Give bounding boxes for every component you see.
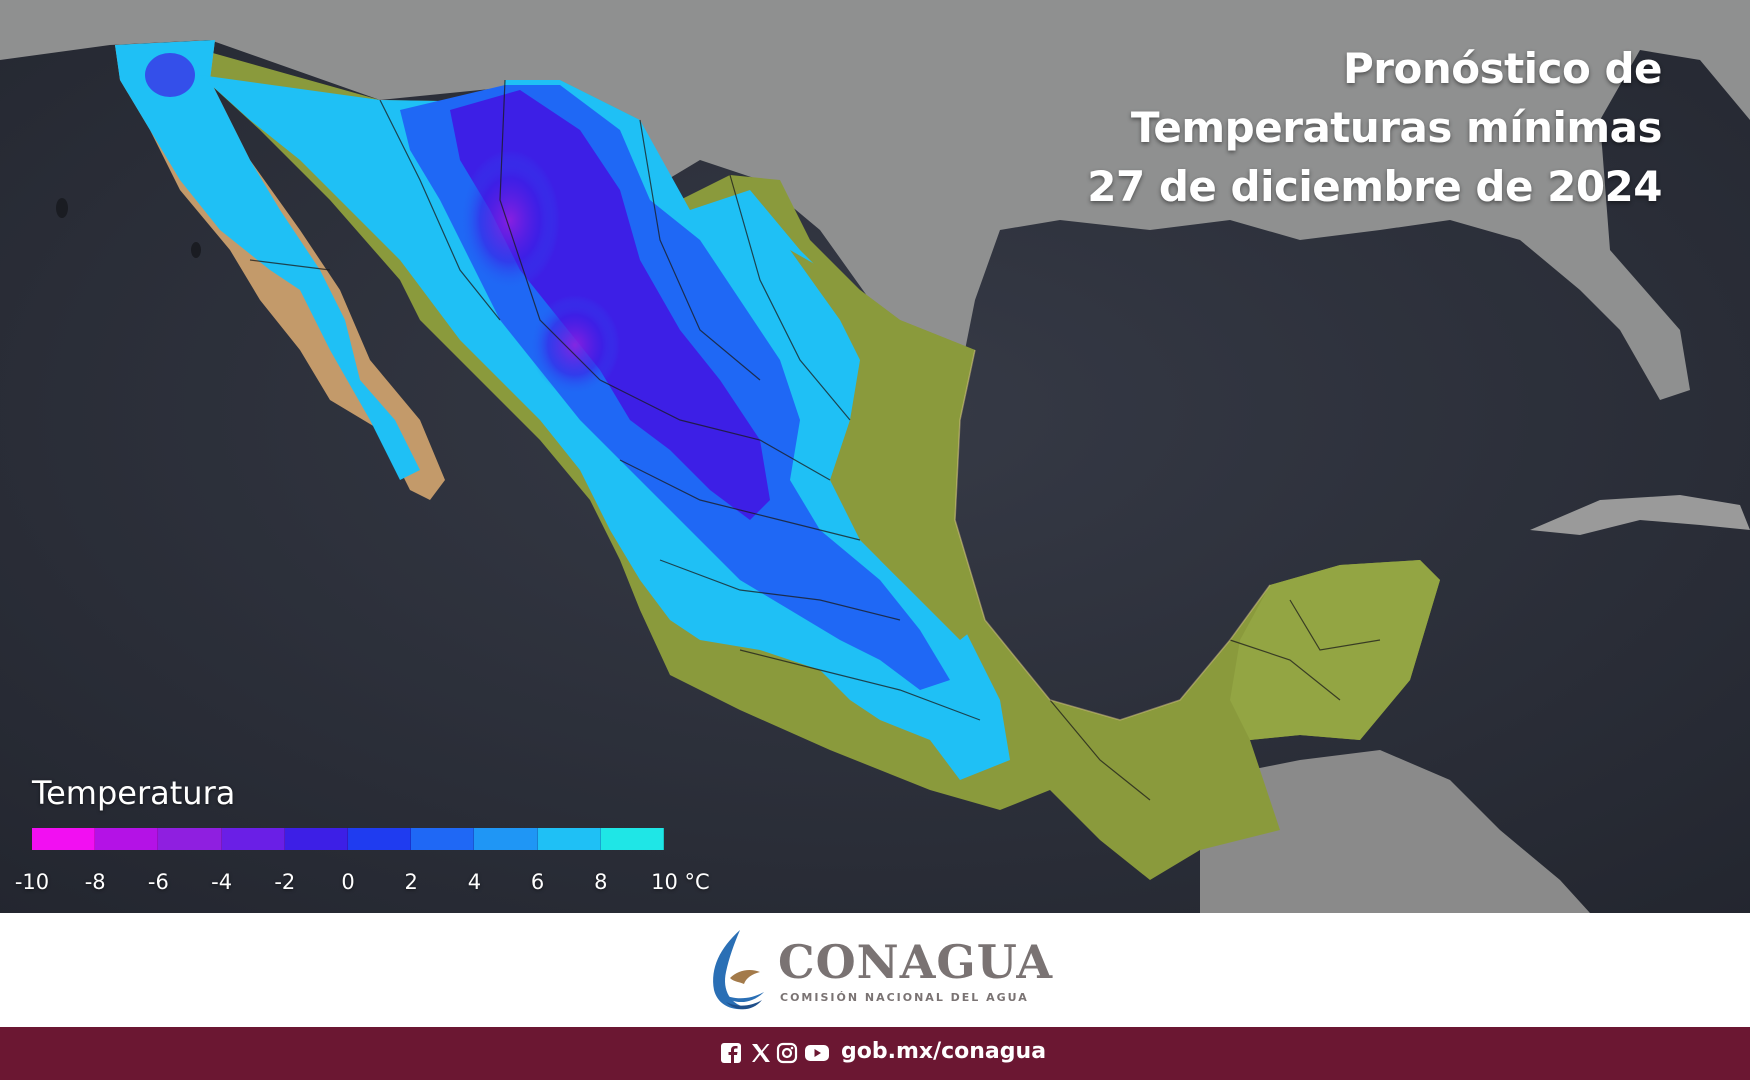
baja-cold-zone (115, 40, 420, 480)
footer-bar: gob.mx/conagua (0, 1027, 1750, 1080)
website-link[interactable]: gob.mx/conagua (841, 1039, 1047, 1064)
northeast-warm-zone (790, 250, 985, 640)
violet-core-north (460, 150, 560, 290)
legend-title: Temperatura (32, 774, 236, 812)
violet-core-baja (145, 53, 195, 97)
legend-tick-label: -8 (84, 870, 106, 894)
legend-swatch (474, 828, 538, 850)
youtube-icon[interactable] (804, 1042, 830, 1064)
legend-tick-label: 0 (341, 870, 355, 894)
conagua-eagle-icon (713, 930, 764, 1010)
map-title-line-2: Temperaturas mínimas (1130, 103, 1663, 152)
legend-swatch (411, 828, 475, 850)
state-borders (249, 79, 1381, 801)
brand-subtitle: COMISIÓN NACIONAL DEL AGUA (780, 991, 1029, 1004)
legend-swatch (95, 828, 159, 850)
gulf-coastline (954, 349, 1271, 721)
legend-swatch (348, 828, 412, 850)
legend-color-bar (32, 828, 665, 850)
map-canvas (0, 0, 1750, 913)
usa-landmass (0, 0, 1750, 400)
island-2 (191, 242, 201, 258)
brand-name: CONAGUA (778, 935, 1054, 989)
legend-swatch (221, 828, 285, 850)
legend-swatch (600, 828, 665, 850)
legend-swatch (537, 828, 601, 850)
map-title-line-1: Pronóstico de (1343, 44, 1663, 93)
island-1 (56, 198, 68, 218)
violet-core-south (530, 295, 620, 395)
logo-band: CONAGUA COMISIÓN NACIONAL DEL AGUA (0, 913, 1750, 1027)
map-title-date: 27 de diciembre de 2024 (1087, 162, 1662, 211)
legend-tick-label: -10 (14, 870, 50, 894)
yucatan-peninsula (1230, 560, 1440, 740)
instagram-icon[interactable] (776, 1042, 798, 1064)
legend-tick-label: 4 (467, 870, 482, 894)
temperature-legend: Temperatura -10 -8 -6 -4 -2 0 2 4 6 8 10 °C (0, 770, 720, 900)
legend-tick-label: 10 °C (651, 870, 710, 894)
legend-swatch (158, 828, 222, 850)
legend-tick-label: 6 (530, 870, 545, 894)
facebook-icon[interactable] (720, 1042, 742, 1064)
legend-tick-label: 8 (594, 870, 608, 894)
legend-tick-label: -6 (147, 870, 169, 894)
legend-swatch (32, 828, 96, 850)
legend-tick-label: -2 (274, 870, 296, 894)
central-america-landmass (1200, 750, 1590, 913)
legend-tick-label: -4 (211, 870, 233, 894)
forecast-map: Pronóstico de Temperaturas mínimas 27 de… (0, 0, 1750, 913)
legend-tick-label: 2 (404, 870, 418, 894)
cuba-landmass (1530, 495, 1750, 535)
legend-swatch (284, 828, 349, 850)
x-icon[interactable] (750, 1042, 772, 1064)
